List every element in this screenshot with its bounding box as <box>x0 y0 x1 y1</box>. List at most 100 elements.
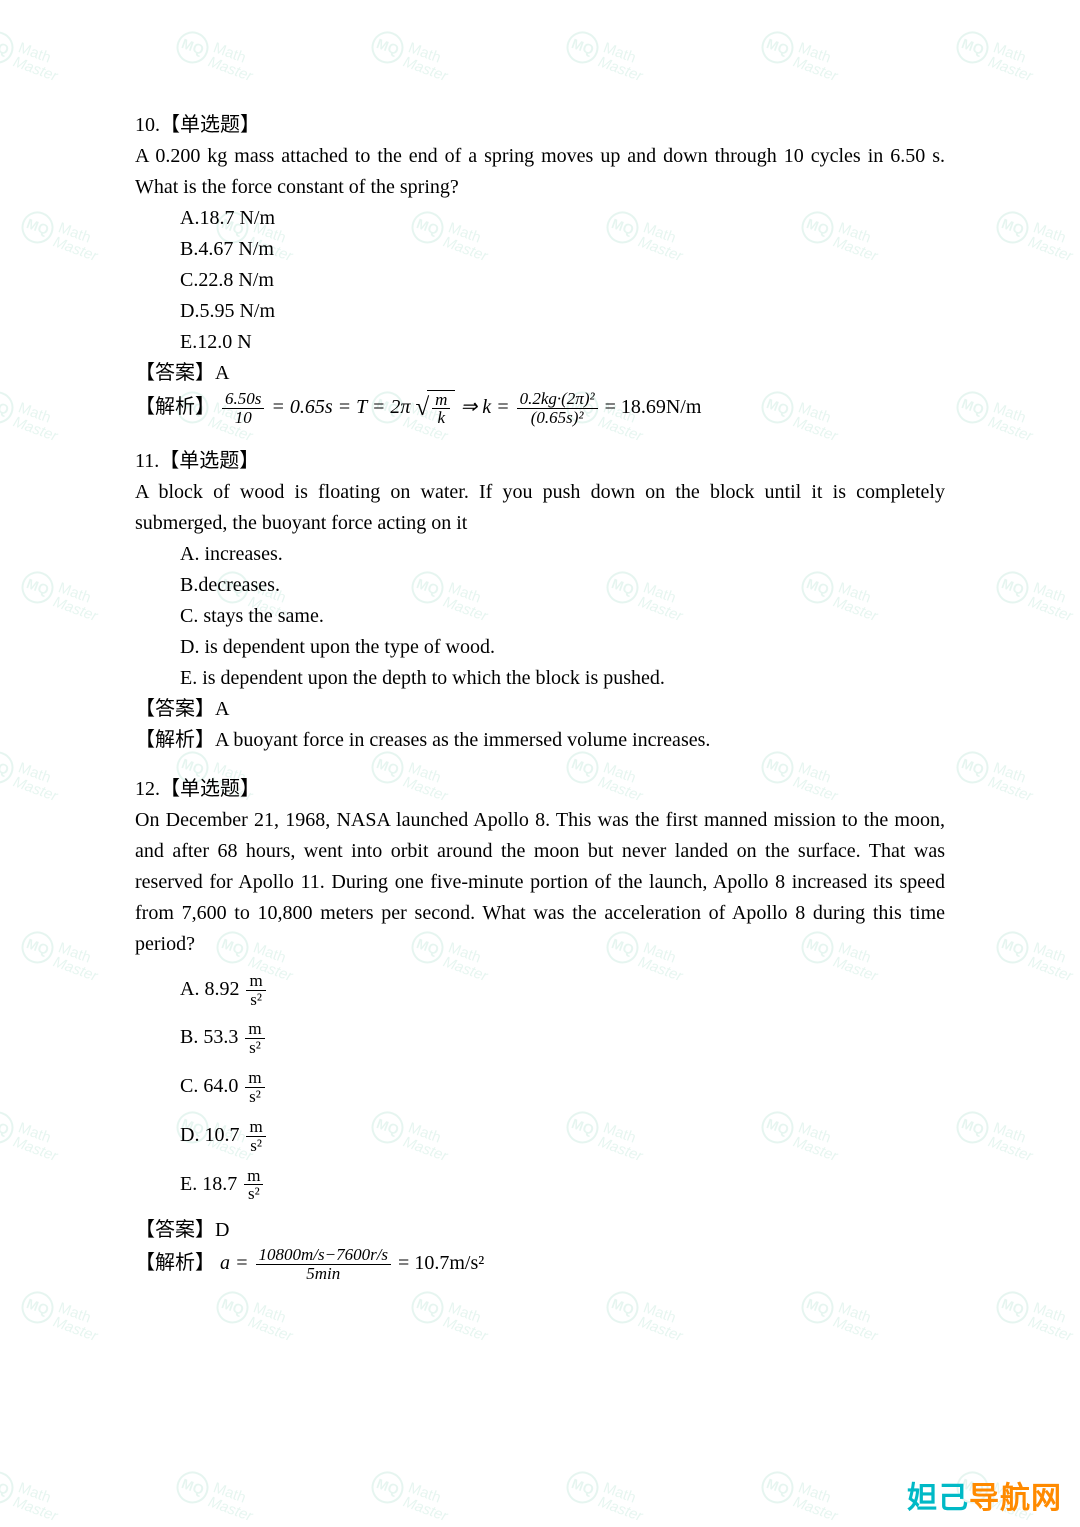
q12-unit-b-den: s² <box>245 1039 264 1057</box>
watermark-item: MQMathMaster <box>172 27 260 85</box>
q10-sqrt-num: m <box>432 391 450 410</box>
q10-option-e: E.12.0 N <box>180 327 945 358</box>
q11-number: 11. <box>135 450 159 472</box>
watermark-text: MathMaster <box>11 400 64 444</box>
watermark-text: MathMaster <box>11 1480 64 1524</box>
watermark-text: MathMaster <box>986 1120 1039 1164</box>
watermark-item: MQMathMaster <box>757 27 845 85</box>
watermark-item: MQMathMaster <box>562 1467 650 1525</box>
q12-unit-d: ms² <box>246 1118 265 1155</box>
q12-option-b: B. 53.3 ms² <box>180 1020 945 1057</box>
page-content: 10.【单选题】 A 0.200 kg mass attached to the… <box>135 110 945 1301</box>
q12-number: 12. <box>135 778 160 800</box>
q12-unit-a: ms² <box>246 972 265 1009</box>
q10-frac1: 6.50s 10 <box>222 390 264 427</box>
footer-part2: 导航网 <box>969 1482 1062 1515</box>
q12-unit-c: ms² <box>245 1069 264 1106</box>
q10-answer-value: A <box>215 362 229 384</box>
q12-answer: 【答案】D <box>135 1215 945 1246</box>
watermark-circle-icon: MQ <box>562 27 603 68</box>
q12-unit-b-num: m <box>245 1020 264 1039</box>
watermark-text: MathMaster <box>636 1300 689 1344</box>
watermark-circle-icon: MQ <box>952 27 993 68</box>
q12-options: A. 8.92 ms² B. 53.3 ms² C. 64.0 ms² D. 1… <box>135 972 945 1203</box>
watermark-text: MathMaster <box>246 1300 299 1344</box>
watermark-text: MathMaster <box>1026 1300 1079 1344</box>
q10-arrow: ⇒ k = <box>460 396 514 418</box>
watermark-item: MQMathMaster <box>992 567 1080 625</box>
watermark-item: MQMathMaster <box>0 27 65 85</box>
watermark-text: MathMaster <box>1026 940 1079 984</box>
q10-number: 10. <box>135 114 160 136</box>
watermark-item: MQMathMaster <box>0 1467 65 1525</box>
watermark-text: MathMaster <box>831 1300 884 1344</box>
q10-answer-label: 【答案】 <box>135 362 215 384</box>
q11-explain-label: 【解析】 <box>135 729 215 751</box>
q11-option-b: B.decreases. <box>180 570 945 601</box>
watermark-text: MathMaster <box>441 1300 494 1344</box>
watermark-item: MQMathMaster <box>562 27 650 85</box>
watermark-circle-icon: MQ <box>992 207 1033 248</box>
watermark-circle-icon: MQ <box>0 1107 18 1148</box>
watermark-circle-icon: MQ <box>992 1287 1033 1328</box>
q10-result: = 18.69N/m <box>605 396 702 418</box>
q12-unit-c-num: m <box>245 1069 264 1088</box>
watermark-text: MathMaster <box>596 1480 649 1524</box>
watermark-item: MQMathMaster <box>17 207 105 265</box>
q10-option-a: A.18.7 N/m <box>180 203 945 234</box>
watermark-text: MathMaster <box>986 400 1039 444</box>
q11-tag: 【单选题】 <box>159 450 259 472</box>
watermark-circle-icon: MQ <box>0 27 18 68</box>
q12-explain-label: 【解析】 <box>135 1252 215 1274</box>
question-11: 11.【单选题】 A block of wood is floating on … <box>135 446 945 756</box>
q10-frac2-num: 0.2kg·(2π)² <box>517 390 598 409</box>
q12-option-e-text: E. 18.7 <box>180 1172 242 1194</box>
watermark-circle-icon: MQ <box>562 1467 603 1508</box>
watermark-circle-icon: MQ <box>0 387 18 428</box>
footer-part1: 妲己 <box>907 1482 969 1515</box>
watermark-text: MathMaster <box>206 1480 259 1524</box>
watermark-text: MathMaster <box>51 940 104 984</box>
q10-option-b: B.4.67 N/m <box>180 234 945 265</box>
watermark-text: MathMaster <box>51 1300 104 1344</box>
q10-header: 10.【单选题】 <box>135 110 945 141</box>
watermark-item: MQMathMaster <box>0 747 65 805</box>
q11-explain-text: A buoyant force in creases as the immers… <box>215 729 710 751</box>
watermark-circle-icon: MQ <box>992 927 1033 968</box>
watermark-circle-icon: MQ <box>367 27 408 68</box>
watermark-circle-icon: MQ <box>172 27 213 68</box>
watermark-item: MQMathMaster <box>952 1107 1040 1165</box>
watermark-item: MQMathMaster <box>17 927 105 985</box>
watermark-circle-icon: MQ <box>0 747 18 788</box>
watermark-item: MQMathMaster <box>0 1107 65 1165</box>
q12-unit-e-num: m <box>244 1167 263 1186</box>
q12-option-c: C. 64.0 ms² <box>180 1069 945 1106</box>
watermark-circle-icon: MQ <box>757 27 798 68</box>
watermark-text: MathMaster <box>1026 220 1079 264</box>
watermark-circle-icon: MQ <box>952 747 993 788</box>
q12-frac-den: 5min <box>256 1265 392 1283</box>
watermark-item: MQMathMaster <box>952 27 1040 85</box>
q12-option-a: A. 8.92 ms² <box>180 972 945 1009</box>
q12-unit-d-num: m <box>246 1118 265 1137</box>
watermark-text: MathMaster <box>791 40 844 84</box>
watermark-text: MathMaster <box>986 40 1039 84</box>
q10-frac2: 0.2kg·(2π)² (0.65s)² <box>517 390 598 427</box>
q11-header: 11.【单选题】 <box>135 446 945 477</box>
q12-unit-a-num: m <box>246 972 265 991</box>
q12-unit-e-den: s² <box>244 1185 263 1203</box>
watermark-item: MQMathMaster <box>0 387 65 445</box>
q10-option-d: D.5.95 N/m <box>180 296 945 327</box>
watermark-item: MQMathMaster <box>367 27 455 85</box>
q12-frac-num: 10800m/s−7600r/s <box>256 1246 392 1265</box>
q12-header: 12.【单选题】 <box>135 774 945 805</box>
watermark-circle-icon: MQ <box>757 1467 798 1508</box>
watermark-circle-icon: MQ <box>17 207 58 248</box>
watermark-text: MathMaster <box>51 220 104 264</box>
question-12: 12.【单选题】 On December 21, 1968, NASA laun… <box>135 774 945 1283</box>
q12-unit-e: ms² <box>244 1167 263 1204</box>
q10-frac2-den: (0.65s)² <box>517 409 598 427</box>
q12-result: = 10.7m/s² <box>398 1252 484 1274</box>
question-10: 10.【单选题】 A 0.200 kg mass attached to the… <box>135 110 945 428</box>
q10-option-c: C.22.8 N/m <box>180 265 945 296</box>
